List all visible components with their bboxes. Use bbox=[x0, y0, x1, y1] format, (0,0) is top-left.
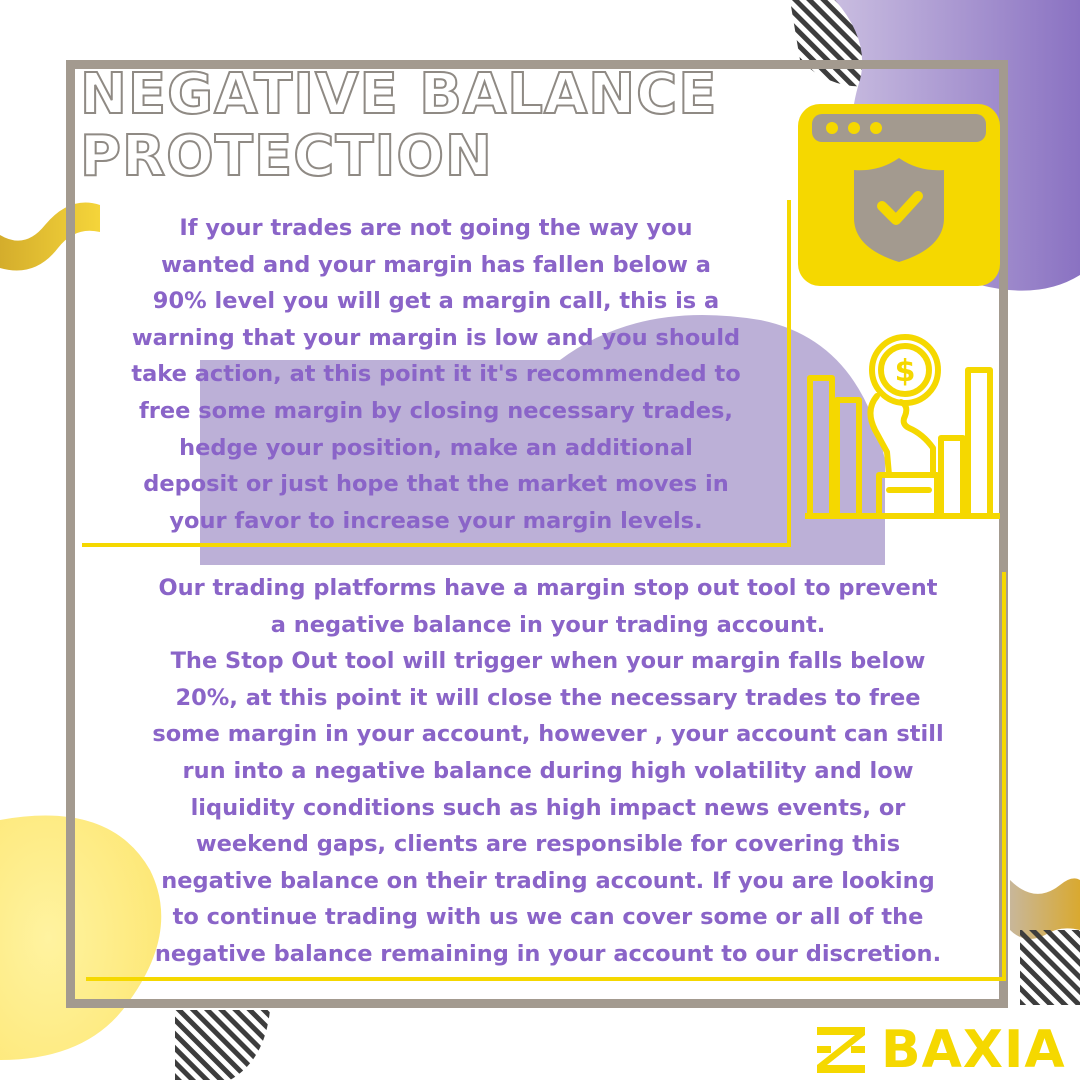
title-line-2: PROTECTION bbox=[79, 124, 493, 189]
paragraph-line: negative balance remaining in your accou… bbox=[154, 940, 942, 967]
paragraph-line: negative balance on their trading accoun… bbox=[161, 867, 935, 894]
paragraph-stop-out: Our trading platforms have a margin stop… bbox=[88, 570, 1008, 973]
paragraph-margin-call: If your trades are not going the way you… bbox=[82, 210, 790, 539]
yellow-blob-bottom-left bbox=[0, 815, 162, 1060]
gold-wave-left bbox=[0, 202, 100, 271]
logo-wordmark: BAXIA bbox=[881, 1020, 1066, 1080]
paragraph-1-accent-bottom bbox=[82, 543, 791, 547]
paragraph-line: hedge your position, make an additional bbox=[179, 434, 693, 461]
paragraph-line: a negative balance in your trading accou… bbox=[270, 611, 826, 638]
paragraph-line: free some margin by closing necessary tr… bbox=[139, 397, 733, 424]
purple-blob-middle bbox=[200, 315, 885, 565]
paragraph-line: warning that your margin is low and you … bbox=[131, 324, 741, 351]
hand-coin-bar-chart-icon: $ bbox=[805, 334, 1000, 519]
paragraph-line: liquidity conditions such as high impact… bbox=[190, 794, 906, 821]
paragraph-line: If your trades are not going the way you bbox=[179, 215, 693, 241]
svg-text:$: $ bbox=[895, 354, 916, 389]
paragraph-line: 90% level you will get a margin call, th… bbox=[152, 288, 720, 315]
content-frame bbox=[66, 60, 1008, 1008]
gold-wave-right bbox=[1010, 878, 1080, 939]
paragraph-line: to continue trading with us we can cover… bbox=[172, 904, 924, 931]
paragraph-line: some margin in your account, however , y… bbox=[152, 721, 944, 748]
baxia-logo: BAXIA bbox=[815, 1020, 1066, 1080]
paragraph-2-accent-right bbox=[1002, 572, 1006, 980]
page-title: NEGATIVE BALANCE PROTECTION bbox=[79, 62, 780, 189]
paragraph-line: run into a negative balance during high … bbox=[182, 757, 914, 784]
paragraph-line: 20%, at this point it will close the nec… bbox=[175, 684, 921, 711]
hatch-pattern-right bbox=[1020, 930, 1080, 1005]
paragraph-2-accent-bottom bbox=[86, 977, 1006, 981]
browser-shield-check-icon bbox=[798, 104, 1000, 286]
title-line-1: NEGATIVE BALANCE bbox=[79, 62, 718, 127]
paragraph-line: take action, at this point it it's recom… bbox=[131, 361, 741, 388]
paragraph-line: deposit or just hope that the market mov… bbox=[143, 471, 729, 498]
paragraph-line: your favor to increase your margin level… bbox=[169, 507, 703, 534]
paragraph-line: The Stop Out tool will trigger when your… bbox=[170, 648, 926, 675]
hatch-pattern-bottom-left bbox=[175, 1010, 270, 1080]
paragraph-line: Our trading platforms have a margin stop… bbox=[158, 575, 938, 601]
baxia-logo-mark-icon bbox=[817, 1027, 865, 1073]
paragraph-1-accent-right bbox=[787, 200, 791, 545]
paragraph-line: weekend gaps, clients are responsible fo… bbox=[195, 831, 901, 858]
paragraph-line: wanted and your margin has fallen below … bbox=[161, 251, 711, 278]
